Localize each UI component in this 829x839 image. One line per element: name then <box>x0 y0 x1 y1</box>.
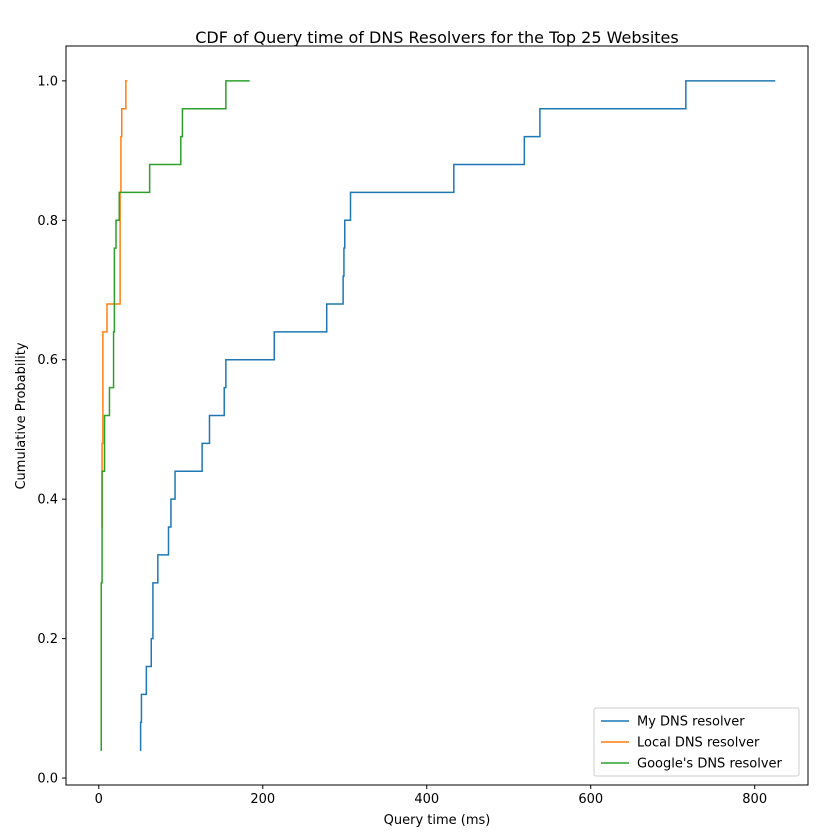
x-tick-label: 200 <box>250 792 275 807</box>
legend-label: Local DNS resolver <box>637 736 760 751</box>
x-axis-label: Query time (ms) <box>384 813 491 828</box>
y-tick-label: 0.6 <box>37 353 58 368</box>
legend-box <box>593 707 800 777</box>
y-tick-label: 1.0 <box>37 74 58 89</box>
x-tick-label: 600 <box>578 792 603 807</box>
y-axis-label: Cumulative Probability <box>14 342 29 489</box>
series-line-my-dns-resolver <box>139 80 776 751</box>
legend: My DNS resolver Local DNS resolver Google'… <box>593 707 800 777</box>
chart-title: CDF of Query time of DNS Resolvers for t… <box>195 28 678 47</box>
y-tick-label: 0.0 <box>37 772 58 787</box>
x-tick-label: 0 <box>95 792 103 807</box>
legend-label: My DNS resolver <box>637 715 745 730</box>
series-line-google-s-dns-resolver <box>100 80 250 751</box>
y-tick-label: 0.8 <box>37 214 58 229</box>
y-tick-label: 0.4 <box>37 493 58 508</box>
plot-frame <box>65 45 809 786</box>
x-tick-label: 400 <box>414 792 439 807</box>
y-tick-label: 0.2 <box>37 632 58 647</box>
series-line-local-dns-resolver <box>101 80 128 528</box>
x-tick-label: 800 <box>742 792 767 807</box>
legend-label: Google's DNS resolver <box>637 757 783 772</box>
